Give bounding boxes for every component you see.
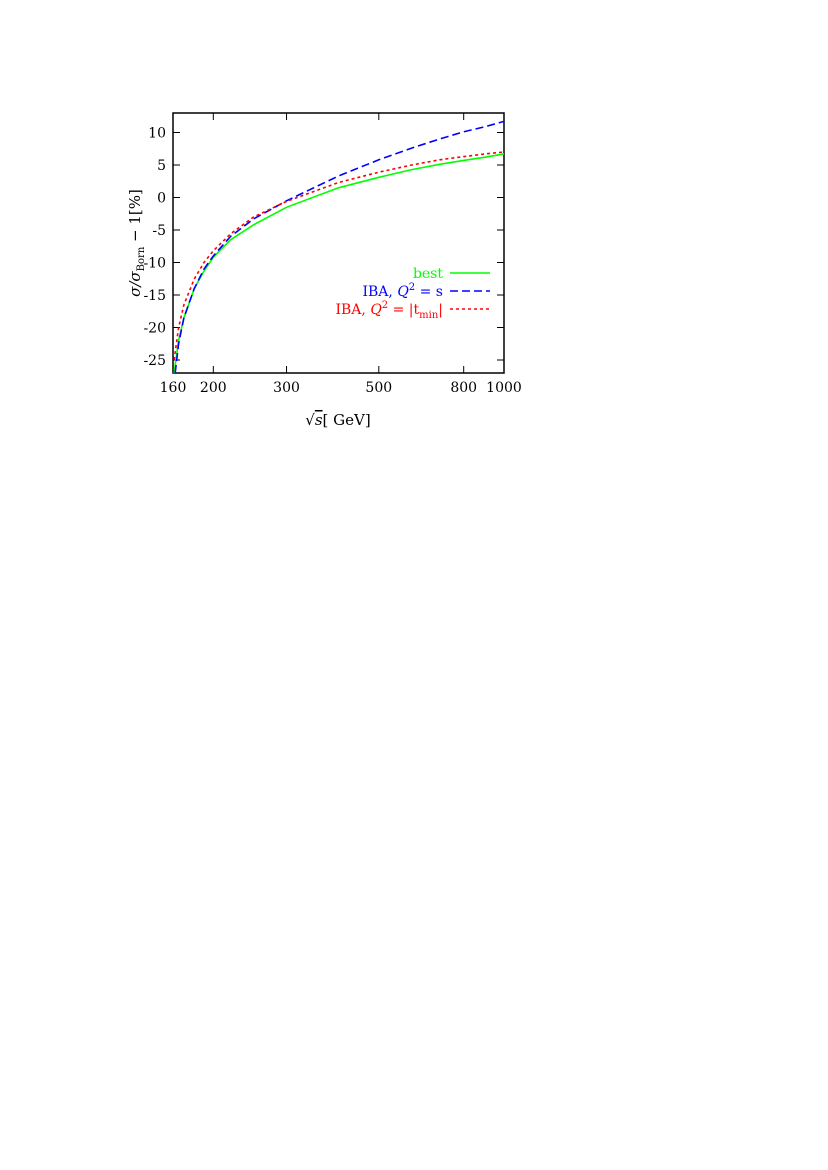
y-axis-label-sub: Born [136,246,147,271]
y-axis-label: σ/σBorn − 1[%] [126,189,147,297]
legend-label-sup: 2 [409,282,415,293]
x-axis-label-root: s [315,411,323,429]
x-tick-label: 200 [200,380,227,396]
x-tick-label: 1000 [486,380,522,396]
y-axis-ticks: 10 5 0 -5 -10 -15 -20 -25 [143,126,504,369]
x-tick-label: 800 [450,380,477,396]
y-tick-label: -10 [143,256,166,272]
legend-label-prefix: IBA, [335,302,370,318]
sqrt-sign: √ [305,411,315,429]
legend-label-mid: = s [415,284,443,300]
x-tick-label: 300 [273,380,300,396]
y-tick-label: -25 [143,353,166,369]
legend-label-var: Q [370,302,382,318]
y-tick-label: -20 [143,321,166,337]
y-tick-label: -15 [143,288,166,304]
series-lines [173,120,505,374]
legend-label-var: Q [397,284,409,300]
y-axis-label-sigma: σ/σ [126,271,144,297]
legend-label-prefix: IBA, [362,284,397,300]
x-axis-label: √s[ GeV] [305,411,370,429]
x-axis-ticks: 160 200 300 500 800 1000 [160,113,522,396]
y-tick-label: 0 [157,191,166,207]
x-tick-label: 160 [160,380,187,396]
legend-label-prefix: best [413,266,443,282]
series-line [173,153,505,374]
y-axis-label-rest: − 1[%] [126,189,144,247]
y-tick-label: 5 [157,158,166,174]
legend-label-mid: = |t [388,302,419,318]
legend-label: best [413,266,443,282]
legend-label: IBA, Q2 = s [362,282,443,300]
series-line [173,151,505,361]
y-tick-label: -5 [152,223,166,239]
legend-label-post: | [438,302,443,318]
x-axis-label-unit: [ GeV] [323,411,371,429]
legend-label-sub: min [419,310,439,321]
series-line [174,120,505,374]
x-tick-label: 500 [365,380,392,396]
legend-label: IBA, Q2 = |tmin| [335,300,443,321]
plot-frame [172,112,505,374]
y-tick-label: 10 [148,126,166,142]
legend-label-sup: 2 [382,300,388,311]
